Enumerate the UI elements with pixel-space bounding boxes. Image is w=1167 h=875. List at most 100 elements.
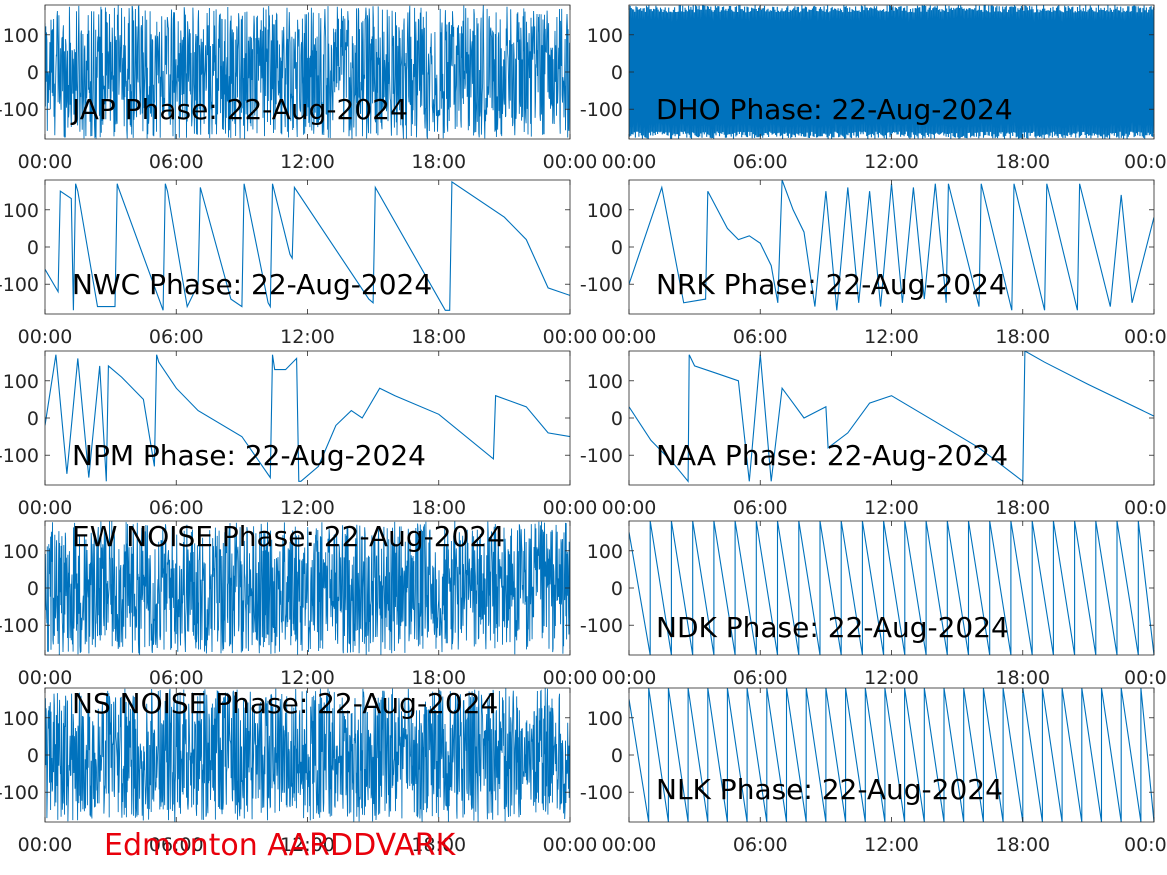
panel-6: 100 0 -100 00:00 06:00 12:00 18:00 00:00 NAA Pha… — [580, 350, 1167, 519]
y-tick-label: 100 — [3, 200, 39, 222]
y-tick-label: 100 — [3, 371, 39, 393]
y-tick-label: 100 — [3, 708, 39, 730]
x-tick-label: 06:00 — [149, 834, 204, 856]
x-tick-label: 00:00 — [18, 667, 73, 689]
y-tick-label: 100 — [3, 541, 39, 563]
panel-title: DHO Phase: 22-Aug-2024 — [656, 93, 1013, 126]
x-tick-label: 00:00 — [543, 326, 598, 348]
y-tick-label: 0 — [27, 62, 39, 84]
x-tick-label: 18:00 — [995, 834, 1050, 856]
y-tick-label: 0 — [27, 237, 39, 259]
x-tick-label: 06:00 — [149, 497, 204, 519]
x-tick-label: 00:00 — [1124, 151, 1167, 173]
x-tick-label: 00:00 — [602, 151, 657, 173]
y-tick-label: 100 — [587, 25, 623, 47]
y-tick-label: -100 — [0, 274, 39, 296]
y-tick-label: -100 — [0, 445, 39, 467]
x-tick-label: 00:00 — [18, 326, 73, 348]
y-tick-label: -100 — [0, 99, 39, 121]
phase-series-8 — [629, 521, 1154, 655]
panel-title: NAA Phase: 22-Aug-2024 — [656, 439, 1008, 472]
y-tick-label: -100 — [580, 274, 623, 296]
x-tick-label: 12:00 — [864, 497, 919, 519]
x-tick-label: 00:00 — [602, 667, 657, 689]
x-tick-label: 12:00 — [280, 667, 335, 689]
panel-10: 100 0 -100 00:00 06:00 12:00 18:00 00:00 NLK Pha… — [580, 687, 1167, 856]
x-tick-label: 06:00 — [733, 326, 788, 348]
phase-series-7 — [45, 521, 570, 655]
y-tick-label: 0 — [611, 578, 623, 600]
y-tick-label: 100 — [587, 708, 623, 730]
y-tick-label: 0 — [27, 408, 39, 430]
x-tick-label: 06:00 — [149, 151, 204, 173]
panel-2: 100 0 -100 00:00 06:00 12:00 18:00 00:00 DHO Pha… — [580, 4, 1167, 173]
y-tick-label: -100 — [0, 782, 39, 804]
x-tick-label: 00:00 — [602, 497, 657, 519]
x-tick-label: 18:00 — [411, 667, 466, 689]
panel-5: 100 0 -100 00:00 06:00 12:00 18:00 00:00 NPM Pha… — [0, 350, 598, 519]
y-tick-label: 0 — [611, 745, 623, 767]
phase-series-2 — [629, 5, 1154, 139]
x-tick-label: 00:00 — [1124, 497, 1167, 519]
panel-title: NLK Phase: 22-Aug-2024 — [656, 773, 1003, 806]
panel-8: 100 0 -100 00:00 06:00 12:00 18:00 00:00 NDK Pha… — [580, 520, 1167, 689]
x-tick-label: 06:00 — [149, 667, 204, 689]
phase-series-4 — [629, 180, 1154, 311]
panel-9: 100 0 -100 00:00 06:00 12:00 18:00 00:00 NS NOIS… — [0, 687, 597, 856]
x-tick-label: 18:00 — [411, 834, 466, 856]
y-tick-label: 100 — [587, 371, 623, 393]
phase-series-10 — [629, 688, 1154, 822]
x-tick-label: 00:00 — [1124, 326, 1167, 348]
x-tick-label: 00:00 — [543, 667, 598, 689]
y-tick-label: -100 — [580, 99, 623, 121]
x-tick-label: 00:00 — [1124, 667, 1167, 689]
x-tick-label: 12:00 — [280, 151, 335, 173]
phase-series-5 — [45, 354, 570, 482]
y-tick-label: 100 — [3, 25, 39, 47]
panel-4: 100 0 -100 00:00 06:00 12:00 18:00 00:00 NRK Pha… — [580, 179, 1167, 348]
panel-1: 100 0 -100 00:00 06:00 12:00 18:00 00:00 JAP Pha… — [0, 4, 598, 173]
panel-title: NDK Phase: 22-Aug-2024 — [656, 611, 1009, 644]
phase-series-9 — [45, 688, 570, 822]
y-tick-label: 0 — [611, 408, 623, 430]
panel-7: 100 0 -100 00:00 06:00 12:00 18:00 00:00 EW NOIS… — [0, 520, 597, 689]
y-tick-label: 0 — [611, 237, 623, 259]
x-tick-label: 12:00 — [864, 834, 919, 856]
panel-title: NS NOISE Phase: 22-Aug-2024 — [72, 687, 498, 720]
x-tick-label: 12:00 — [864, 151, 919, 173]
x-tick-label: 18:00 — [411, 497, 466, 519]
x-tick-label: 00:00 — [18, 834, 73, 856]
phase-series-3 — [45, 180, 570, 311]
x-tick-label: 00:00 — [602, 326, 657, 348]
x-tick-label: 18:00 — [411, 326, 466, 348]
y-tick-label: 0 — [611, 62, 623, 84]
x-tick-label: 06:00 — [149, 326, 204, 348]
x-tick-label: 12:00 — [280, 326, 335, 348]
x-tick-label: 18:00 — [995, 326, 1050, 348]
y-tick-label: 0 — [27, 745, 39, 767]
x-tick-label: 00:00 — [1124, 834, 1167, 856]
y-tick-label: -100 — [0, 615, 39, 637]
y-tick-label: -100 — [580, 445, 623, 467]
station-label: Edmonton AARDDVARK — [104, 828, 456, 863]
x-tick-label: 18:00 — [995, 497, 1050, 519]
phase-series-6 — [629, 351, 1154, 483]
x-tick-label: 00:00 — [602, 834, 657, 856]
phase-series-1 — [45, 5, 570, 139]
x-tick-label: 00:00 — [543, 497, 598, 519]
panel-title: EW NOISE Phase: 22-Aug-2024 — [72, 520, 505, 553]
x-tick-label: 18:00 — [995, 151, 1050, 173]
x-tick-label: 18:00 — [995, 667, 1050, 689]
panel-title: JAP Phase: 22-Aug-2024 — [70, 93, 408, 126]
x-tick-label: 12:00 — [864, 326, 919, 348]
x-tick-label: 18:00 — [411, 151, 466, 173]
y-tick-label: 100 — [587, 200, 623, 222]
panel-title: NRK Phase: 22-Aug-2024 — [656, 268, 1007, 301]
x-tick-label: 00:00 — [18, 497, 73, 519]
y-tick-label: 100 — [587, 541, 623, 563]
x-tick-label: 00:00 — [543, 151, 598, 173]
x-tick-label: 06:00 — [733, 497, 788, 519]
panel-title: NWC Phase: 22-Aug-2024 — [72, 268, 432, 301]
y-tick-label: -100 — [580, 615, 623, 637]
